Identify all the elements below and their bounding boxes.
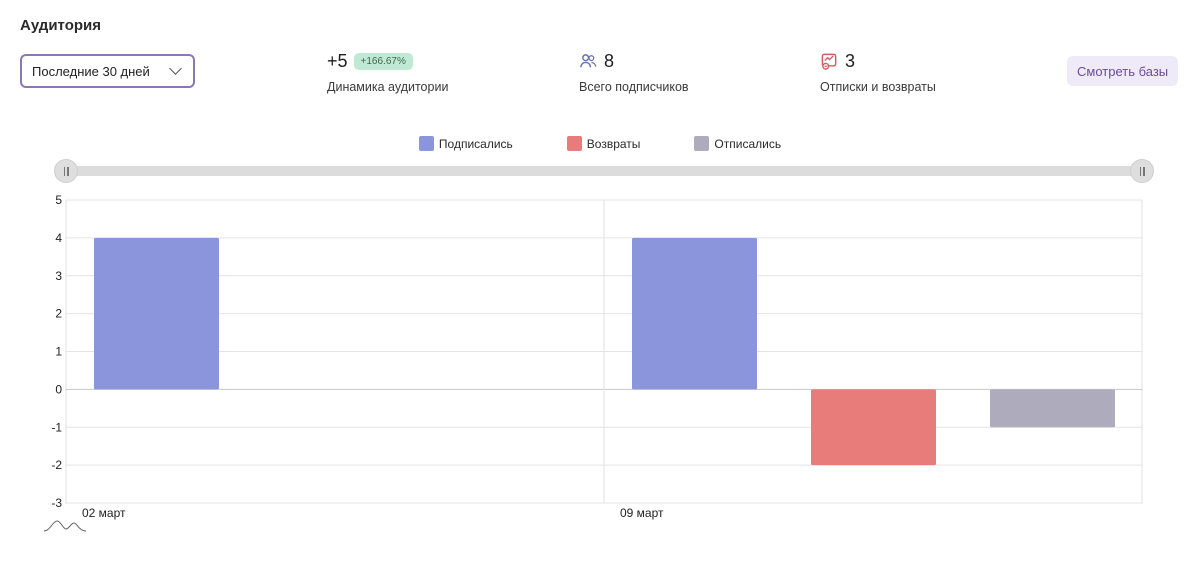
unsubscribe-icon (821, 53, 837, 70)
legend-swatch-unsubscribed (694, 136, 710, 151)
legend-label-unsubscribed: Отписались (714, 136, 782, 151)
legend-swatch-returns (566, 136, 582, 151)
bar (811, 389, 936, 466)
bar (990, 389, 1115, 428)
range-slider-track[interactable] (66, 166, 1142, 176)
y-tick-label: -1 (51, 420, 62, 434)
y-tick-label: 4 (55, 231, 62, 245)
subscribers-value: 8 (604, 50, 615, 71)
y-tick-label: 5 (55, 193, 62, 207)
legend-item-returns[interactable]: Возвраты (566, 136, 641, 151)
range-slider-left-handle[interactable] (54, 159, 78, 183)
sparkline-icon (43, 520, 87, 532)
period-select[interactable]: Последние 30 дней (20, 54, 195, 88)
users-icon (580, 53, 597, 67)
legend-swatch-subscribed (418, 136, 434, 151)
y-tick-label: 3 (55, 269, 62, 283)
view-bases-button[interactable]: Смотреть базы (1067, 56, 1179, 86)
dynamics-value: +5 (327, 50, 348, 71)
bar (94, 237, 219, 390)
unsubscribes-label: Отписки и возвраты (820, 80, 936, 94)
range-slider-right-handle[interactable] (1130, 159, 1154, 183)
dynamics-badge: +166.67% (353, 52, 413, 70)
bar (632, 237, 757, 390)
x-tick-label: 02 март (82, 506, 126, 520)
unsubscribes-value: 3 (845, 50, 856, 71)
subscribers-label: Всего подписчиков (579, 80, 689, 94)
x-tick-label: 09 март (620, 506, 664, 520)
y-tick-label: 2 (55, 307, 62, 321)
stat-subscribers: 8 Всего подписчиков (579, 50, 689, 95)
legend-item-subscribed[interactable]: Подписались (418, 136, 513, 151)
legend-item-unsubscribed[interactable]: Отписались (694, 136, 781, 151)
chevron-down-icon (169, 62, 182, 75)
page-title: Аудитория (20, 17, 101, 34)
dynamics-label: Динамика аудитории (327, 80, 449, 94)
y-tick-label: 1 (55, 345, 62, 359)
audience-bar-chart: 5 4 3 2 1 0 -1 -2 -3 02 март 09 март (43, 193, 1143, 532)
stat-unsubscribes: 3 Отписки и возвраты (820, 50, 936, 95)
chart-legend: Подписались Возвраты Отписались (0, 136, 1200, 151)
y-tick-label: -2 (51, 458, 62, 472)
y-tick-label: -3 (51, 496, 62, 510)
y-tick-label: 0 (55, 382, 62, 396)
period-select-value: Последние 30 дней (32, 63, 150, 79)
legend-label-subscribed: Подписались (438, 136, 513, 151)
stat-dynamics: +5 +166.67% Динамика аудитории (327, 50, 449, 95)
legend-label-returns: Возвраты (586, 136, 641, 151)
